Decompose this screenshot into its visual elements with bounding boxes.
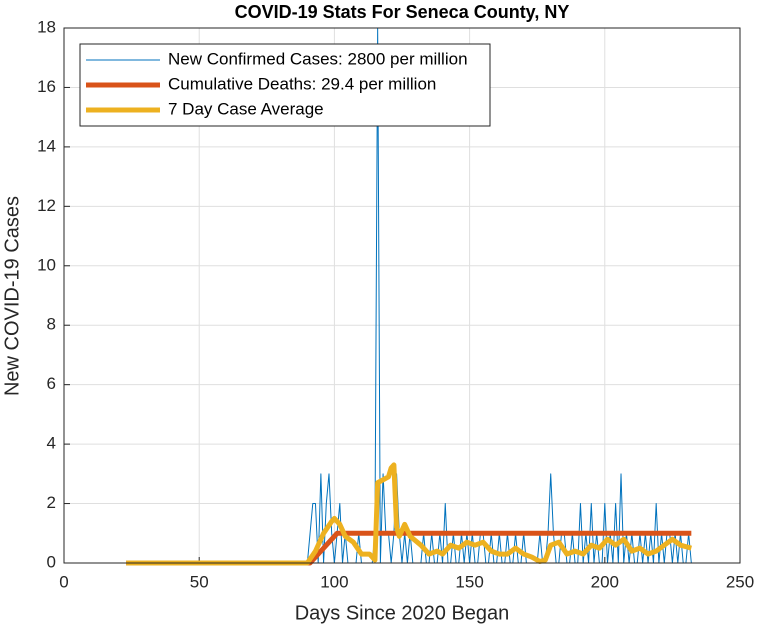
legend: New Confirmed Cases: 2800 per million Cum… bbox=[79, 43, 491, 127]
y-tick-label: 14 bbox=[37, 136, 56, 155]
data-line bbox=[126, 462, 692, 566]
x-axis-label: Days Since 2020 Began bbox=[295, 602, 510, 624]
x-tick-label: 250 bbox=[726, 572, 754, 591]
legend-label: Cumulative Deaths: 29.4 per million bbox=[168, 74, 436, 93]
legend-label: 7 Day Case Average bbox=[168, 99, 324, 118]
y-tick-label: 16 bbox=[37, 77, 56, 96]
x-tick-label: 200 bbox=[591, 572, 619, 591]
y-tick-label: 12 bbox=[37, 196, 56, 215]
y-tick-label: 18 bbox=[37, 17, 56, 36]
y-tick-label: 0 bbox=[47, 552, 56, 571]
y-tick-label: 6 bbox=[47, 374, 56, 393]
x-tick-label: 150 bbox=[455, 572, 483, 591]
y-axis-label: New COVID-19 Cases bbox=[1, 196, 23, 396]
x-tick-label: 0 bbox=[59, 572, 68, 591]
x-tick-label: 50 bbox=[190, 572, 209, 591]
chart-title: COVID-19 Stats For Seneca County, NY bbox=[235, 2, 570, 22]
y-tick-label: 4 bbox=[47, 434, 56, 453]
x-tick-label: 100 bbox=[320, 572, 348, 591]
y-tick-label: 8 bbox=[47, 315, 56, 334]
y-tick-label: 10 bbox=[37, 255, 56, 274]
legend-label: New Confirmed Cases: 2800 per million bbox=[168, 49, 468, 68]
y-tick-label: 2 bbox=[47, 493, 56, 512]
axes-box bbox=[63, 27, 741, 564]
